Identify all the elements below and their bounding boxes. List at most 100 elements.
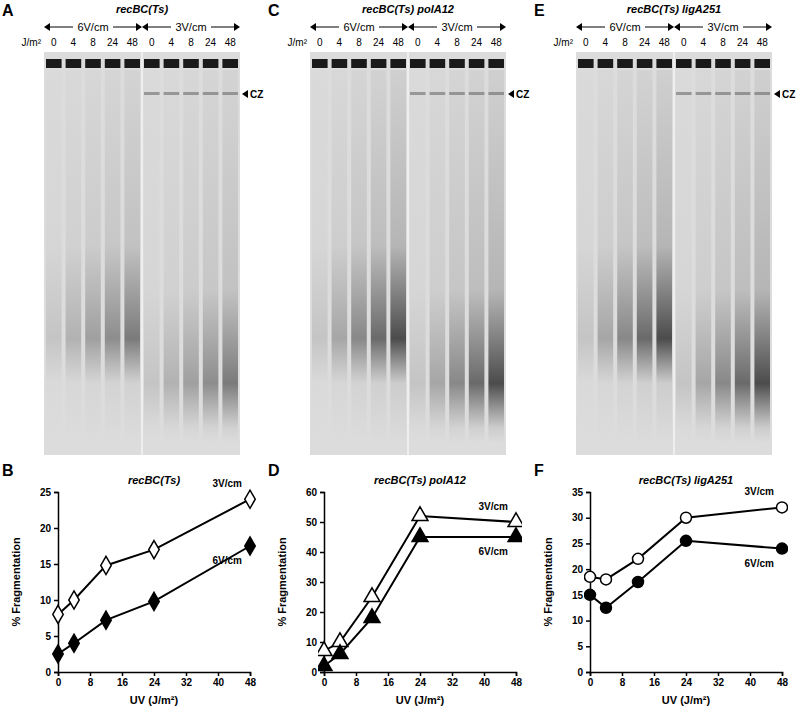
tick-label: 0	[322, 677, 328, 688]
tick: 24	[149, 672, 161, 688]
tick: 5	[45, 631, 58, 642]
tick-label: 15	[572, 590, 584, 601]
plot-area	[318, 507, 522, 671]
tick-label: 0	[577, 667, 583, 678]
label-bg	[339, 20, 379, 33]
chart-title: recBC(Ts) ligA251	[639, 474, 733, 486]
dose-label: 48	[659, 37, 671, 48]
tick-mark	[90, 672, 92, 676]
tick-mark	[718, 672, 720, 676]
well-band	[735, 59, 751, 68]
tick-label: 16	[117, 677, 129, 688]
gel-panel: ErecBC(Ts) ligA2516V/cm04824483V/cm04824…	[534, 2, 795, 455]
well-band	[578, 59, 594, 68]
tick: 15	[40, 559, 58, 570]
tick-label: 16	[383, 677, 395, 688]
tick: 48	[777, 672, 789, 688]
well-band	[696, 59, 712, 68]
dose-label: 8	[188, 37, 194, 48]
tick: 50	[306, 517, 324, 528]
arrow-head	[766, 23, 772, 31]
x-axis: 081624324048	[588, 672, 789, 688]
panel-letter: A	[2, 2, 14, 19]
label-bg	[171, 20, 211, 33]
tick: 32	[181, 672, 193, 688]
tick-mark	[54, 600, 58, 602]
tick-mark	[320, 672, 324, 674]
arrow-head	[142, 23, 148, 31]
cz-band	[222, 92, 238, 95]
x-axis-title: UV (J/m²)	[396, 694, 445, 706]
well-band	[144, 59, 160, 68]
lane-smear	[754, 70, 770, 443]
label-bg	[703, 20, 743, 33]
data-point	[101, 556, 111, 574]
tick: 10	[40, 595, 58, 606]
data-point	[101, 611, 111, 629]
data-point	[318, 642, 332, 656]
lane-smear	[637, 70, 653, 443]
arrow-head	[576, 23, 582, 31]
tick-label: 30	[306, 577, 318, 588]
tick: 16	[649, 672, 661, 688]
cz-band	[203, 92, 219, 95]
label-bg	[73, 20, 113, 33]
chart: DrecBC(Ts) polA1208162432404801020304050…	[268, 462, 524, 706]
unit-label: J/m²	[554, 37, 574, 48]
gel-image	[310, 52, 506, 455]
well-band	[430, 59, 446, 68]
tick-mark	[320, 552, 324, 554]
tick: 8	[620, 672, 626, 688]
dose-label: 8	[622, 37, 628, 48]
lane-smear	[617, 70, 633, 443]
lane-smear	[410, 70, 426, 443]
gel-title: recBC(Ts) polA12	[362, 3, 454, 15]
lane-smear	[715, 70, 731, 443]
data-point	[332, 645, 348, 659]
chart: FrecBC(Ts) ligA2510816243240480510152025…	[534, 462, 788, 706]
cz-band	[410, 92, 426, 95]
series-label: 6V/cm	[745, 558, 775, 569]
x-axis-title: UV (J/m²)	[662, 694, 711, 706]
tick-label: 32	[181, 677, 193, 688]
tick-mark	[54, 672, 58, 674]
data-point	[364, 588, 380, 602]
lane-smear	[105, 70, 121, 443]
data-point	[777, 502, 788, 513]
tick: 25	[572, 538, 590, 549]
well-band	[66, 59, 82, 68]
arrow-head	[408, 23, 414, 31]
axis-line	[325, 673, 517, 677]
tick-label: 32	[447, 677, 459, 688]
tick: 32	[447, 672, 459, 688]
tick-mark	[218, 672, 220, 676]
well-band	[449, 59, 465, 68]
x-axis: 081624324048	[56, 672, 257, 688]
tick-mark	[250, 672, 252, 676]
data-point	[245, 490, 255, 508]
tick-mark	[516, 672, 518, 676]
dose-label: 48	[491, 37, 503, 48]
tick-label: 60	[306, 487, 318, 498]
axis-line	[591, 673, 783, 677]
tick-label: 20	[572, 564, 584, 575]
data-point	[69, 634, 79, 652]
tick-mark	[388, 672, 390, 676]
tick-mark	[54, 636, 58, 638]
group-label: 3V/cm	[175, 21, 206, 33]
tick: 5	[577, 641, 590, 652]
tick-label: 48	[777, 677, 789, 688]
lane-smear	[66, 70, 82, 443]
well-band	[637, 59, 653, 68]
tick-label: 16	[649, 677, 661, 688]
tick-mark	[586, 620, 590, 622]
data-point	[508, 528, 522, 542]
cz-band	[469, 92, 485, 95]
dose-label: 8	[454, 37, 460, 48]
dose-label: 48	[225, 37, 237, 48]
dose-label: 24	[737, 37, 749, 48]
dose-label: 48	[393, 37, 405, 48]
tick-label: 24	[415, 677, 427, 688]
group-label: 6V/cm	[77, 21, 108, 33]
cz-band	[696, 92, 712, 95]
